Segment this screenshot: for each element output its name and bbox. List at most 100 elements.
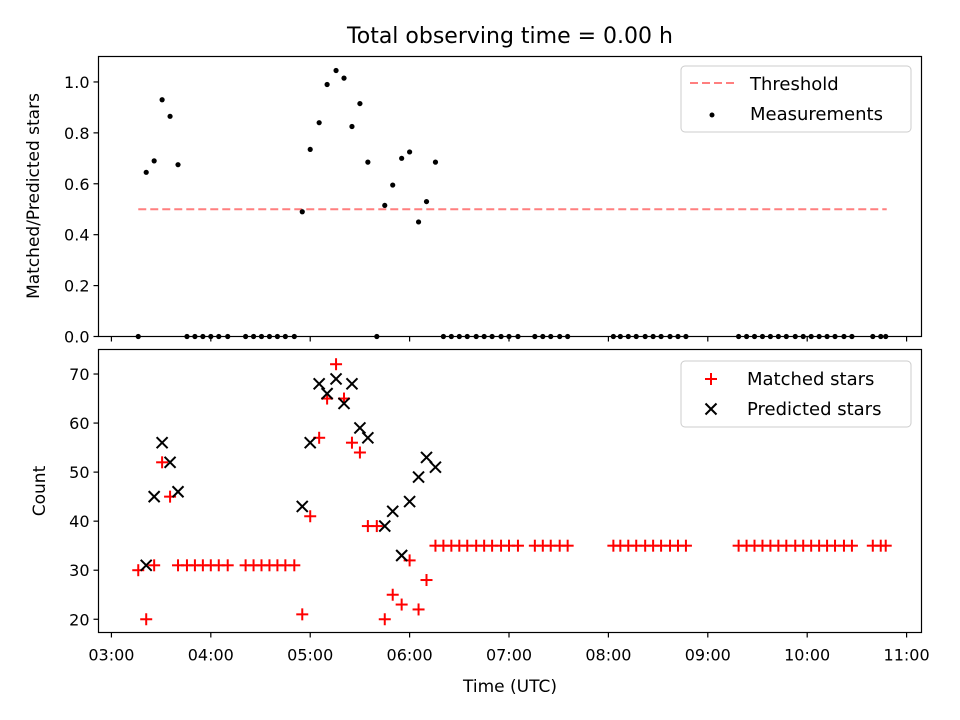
measurement-point [151,158,157,164]
predicted-point [353,421,367,435]
predicted-point [429,461,442,474]
matched-point [511,539,524,552]
legend-predicted-label: Predicted stars [747,399,881,420]
count-plot: 20 30 40 50 60 70 03:00 04:00 05:00 06:00 07:00 08… [30,348,930,697]
count-plot-frame [97,348,923,634]
y-tick-label: 20 [69,610,89,629]
matched-point [345,436,358,449]
measurement-point [415,219,422,225]
measurement-point [349,123,355,130]
x-tick-label: 09:00 [685,646,731,665]
predicted-point [420,451,433,464]
count-y-label: Count [30,465,50,516]
ratio-y-label: Matched/Predicted stars [24,93,44,299]
measurement-point [365,159,371,165]
predicted-point-b [329,372,343,386]
legend-matched-marker [705,373,717,385]
matched-point [412,603,425,616]
x-tick-label: 06:00 [387,646,433,665]
count-x-label: Time (UTC) [462,677,557,697]
predicted-point-b [429,461,442,474]
predicted-point-b [155,436,169,449]
predicted-point [304,436,317,449]
x-tick-label: 05:00 [287,646,333,665]
legend-predicted-marker-b [704,402,718,416]
predicted-point [378,519,391,533]
predicted-point-b [386,505,399,518]
predicted-point-b [147,490,161,503]
matched-point [140,613,153,626]
predicted-point-b [395,549,408,562]
x-tick-label: 07:00 [486,646,532,665]
x-tick-label: 11:00 [884,646,930,665]
predicted-point-b [420,451,433,464]
predicted-point [163,456,177,469]
y-tick-label: 1.0 [64,73,89,92]
matched-point [561,539,574,552]
legend-predicted-marker [704,402,718,416]
measurement-point [432,159,439,165]
predicted-point-b [320,387,334,400]
predicted-point [155,436,169,449]
predicted-point-b [378,519,391,533]
measurement-point [357,100,363,107]
predicted-point [171,485,185,498]
count-marks [132,358,892,626]
measurement-point [333,67,339,74]
y-tick-label: 0.0 [64,328,89,347]
x-tick-label: 10:00 [784,646,830,665]
count-legend: Matched stars Predicted stars [680,360,912,428]
measurement-point [143,169,149,175]
matched-point [296,608,309,621]
predicted-point [320,387,334,400]
matched-point [395,598,408,611]
measurement-point [382,202,388,209]
ratio-legend: Threshold Measurements [680,65,912,133]
predicted-point [337,397,351,410]
y-tick-label: 30 [69,561,89,580]
predicted-point-b [403,495,416,508]
ratio-legend-box [680,65,912,133]
measurement-point [316,120,322,126]
predicted-point [312,377,326,391]
y-tick-label: 0.4 [64,226,89,245]
predicted-point-b [345,377,359,391]
matched-point [679,539,692,552]
matched-point [330,358,343,371]
predicted-point [361,431,375,444]
legend-predicted-swatch [704,402,718,416]
predicted-point-b [304,436,317,449]
matched-point [221,559,234,572]
predicted-point-b [163,456,177,469]
predicted-point [403,495,416,508]
predicted-point [345,377,359,391]
ratio-y-axis: 0.0 0.2 0.4 0.6 0.8 1.0 [64,73,99,347]
legend-threshold-label: Threshold [749,74,839,95]
ratio-plot: 0.0 0.2 0.4 0.6 0.8 1.0 Matched/Predicted sta… [24,55,923,347]
matched-point [386,588,399,601]
predicted-point [147,490,161,503]
y-tick-label: 0.6 [64,175,89,194]
legend-measurements-swatch [709,112,715,118]
matched-point [288,559,301,572]
y-tick-label: 60 [69,414,89,433]
matched-point [353,446,366,459]
matched-point [420,574,433,587]
ratio-x-ticks [110,336,908,342]
predicted-point-b [312,377,326,391]
predicted-point-b [412,470,425,484]
measurement-point [299,209,305,215]
measurement-point [341,75,347,81]
measurement-point [423,198,430,205]
predicted-point-b [171,485,185,498]
count-x-axis: 03:00 04:00 05:00 06:00 07:00 08:00 09:00 10:00… [88,632,930,665]
x-tick-label: 08:00 [585,646,631,665]
measurement-point [159,97,165,103]
measurement-point [399,155,405,161]
ratio-plot-frame [97,55,923,338]
matched-point [304,510,317,523]
y-tick-label: 70 [69,365,89,384]
matched-point [879,539,892,552]
predicted-point-b [337,397,351,410]
measurement-point [175,162,181,168]
